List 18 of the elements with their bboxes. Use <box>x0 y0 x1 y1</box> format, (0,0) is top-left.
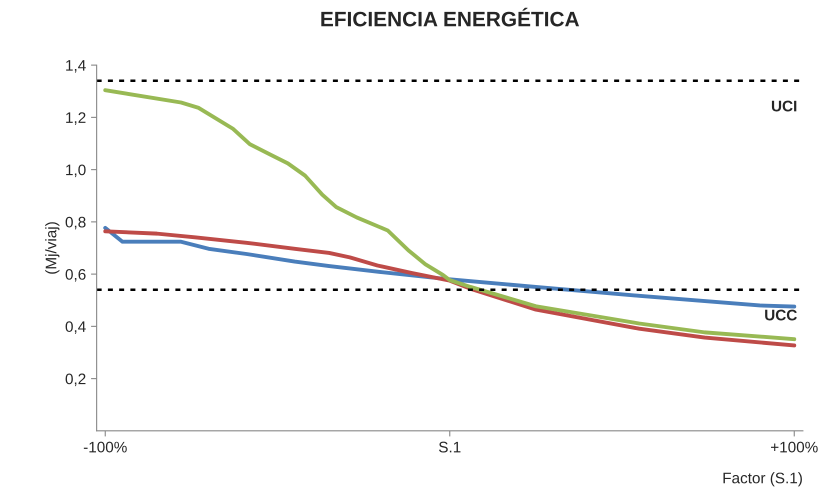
line-series <box>103 226 796 308</box>
y-tick-label: 0,8 <box>66 216 86 230</box>
y-tick-label: 0,4 <box>66 321 86 334</box>
x-tick-label: S.1 <box>438 442 460 452</box>
line-series <box>103 229 796 348</box>
y-tick-label: 1,2 <box>66 112 86 125</box>
x-tick-label: +100% <box>771 442 818 452</box>
y-tick-label: 0,6 <box>66 268 86 282</box>
ref-line-label: UCC <box>765 310 797 320</box>
chart-title: EFICIENCIA ENERGÉTICA <box>321 8 580 26</box>
ref-line-label: UCI <box>772 100 796 112</box>
y-tick-label: 1,0 <box>66 164 86 178</box>
x-tick-label: -100% <box>84 442 127 452</box>
y-axis-title: (Mj/viaj) <box>45 222 60 274</box>
y-tick-label: 0,2 <box>66 373 86 386</box>
x-axis-title: Factor (S.1) <box>723 472 802 486</box>
y-tick-label: 1,4 <box>66 60 86 73</box>
line-series <box>103 88 796 342</box>
